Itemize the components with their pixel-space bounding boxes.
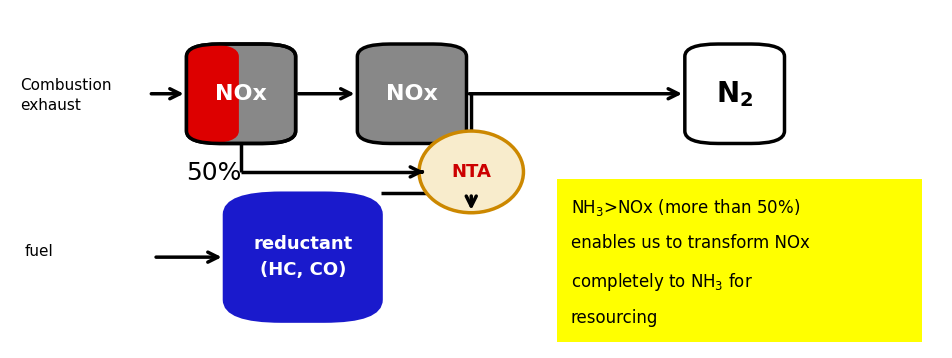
Text: fuel: fuel [25, 244, 54, 259]
Text: NOx: NOx [386, 84, 438, 104]
Ellipse shape [419, 131, 524, 213]
Text: NH$_3$>NOx (more than 50%): NH$_3$>NOx (more than 50%) [571, 197, 801, 218]
FancyBboxPatch shape [187, 44, 239, 144]
Text: 50%: 50% [187, 161, 242, 185]
Text: resourcing: resourcing [571, 309, 658, 326]
FancyBboxPatch shape [357, 44, 466, 144]
Text: reductant
(HC, CO): reductant (HC, CO) [253, 235, 352, 279]
FancyBboxPatch shape [557, 179, 922, 342]
Text: $\mathbf{N_2}$: $\mathbf{N_2}$ [716, 79, 753, 108]
Text: enables us to transform NOx: enables us to transform NOx [571, 234, 810, 252]
FancyBboxPatch shape [684, 44, 784, 144]
FancyBboxPatch shape [225, 193, 381, 321]
Text: completely to NH$_3$ for: completely to NH$_3$ for [571, 271, 753, 293]
Text: NTA: NTA [451, 163, 491, 181]
Text: Combustion
exhaust: Combustion exhaust [20, 78, 112, 113]
Text: NOx: NOx [215, 84, 267, 104]
FancyBboxPatch shape [187, 44, 296, 144]
